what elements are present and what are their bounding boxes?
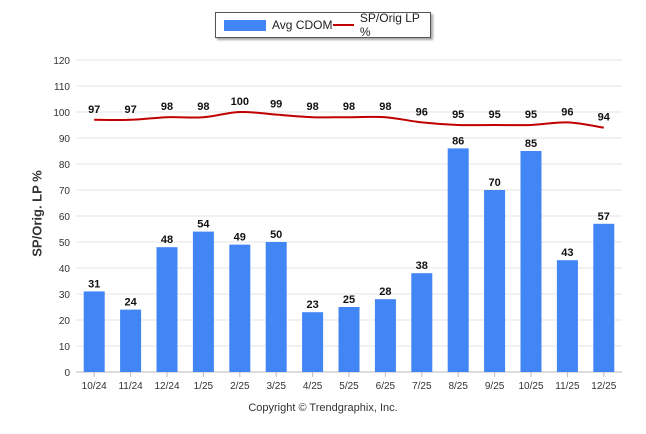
line-value-label: 95 [525, 109, 537, 121]
bar-value-label: 48 [161, 234, 173, 246]
y-tick-label: 120 [53, 56, 70, 67]
bar [120, 309, 142, 372]
y-axis-title: SP/Orig. LP % [29, 170, 45, 257]
bar-value-label: 49 [234, 232, 246, 244]
bar [229, 244, 251, 372]
line-value-label: 98 [343, 101, 355, 113]
x-tick-label: 1/25 [194, 381, 214, 392]
bar [265, 242, 287, 372]
y-tick-label: 60 [59, 212, 71, 223]
x-tick-label: 6/25 [376, 381, 396, 392]
bar [302, 312, 324, 372]
y-tick-label: 50 [59, 238, 71, 249]
x-tick-label: 7/25 [412, 381, 432, 392]
legend-item-avg-cdom[interactable]: Avg CDOM [224, 13, 332, 37]
y-tick-label: 30 [59, 290, 71, 301]
x-tick-label: 8/25 [448, 381, 468, 392]
line-value-label: 98 [306, 101, 318, 113]
y-tick-label: 10 [59, 342, 71, 353]
bar-value-label: 24 [124, 297, 137, 309]
y-tick-label: 100 [53, 108, 70, 119]
bar [374, 299, 396, 372]
y-tick-label: 110 [54, 82, 70, 93]
bar-value-label: 31 [88, 278, 100, 290]
bar-value-label: 70 [488, 177, 500, 189]
x-tick-label: 5/25 [339, 381, 359, 392]
bar-value-label: 23 [306, 299, 318, 311]
x-tick-label: 10/24 [82, 381, 107, 392]
y-tick-label: 70 [59, 186, 71, 197]
bar [192, 231, 214, 372]
bar-value-label: 25 [343, 294, 355, 306]
x-tick-label: 10/25 [518, 381, 543, 392]
y-tick-label: 0 [64, 368, 70, 379]
legend-bar-swatch [224, 19, 266, 31]
x-tick-label: 12/25 [591, 381, 616, 392]
bar [83, 291, 105, 372]
y-tick-label: 90 [59, 134, 71, 145]
bar [411, 273, 433, 372]
legend-item-sp-orig-lp[interactable]: SP/Orig LP % [333, 11, 430, 39]
line-value-label: 95 [488, 109, 500, 121]
line-value-label: 95 [452, 109, 464, 121]
x-tick-label: 9/25 [485, 381, 505, 392]
bar [556, 260, 578, 372]
bar-value-label: 86 [452, 135, 464, 147]
line-value-label: 98 [161, 101, 173, 113]
line-value-label: 100 [231, 96, 249, 108]
x-tick-label: 11/25 [555, 381, 580, 392]
legend-label-avg-cdom: Avg CDOM [272, 18, 333, 32]
bar [156, 247, 178, 372]
line-series-sp-orig-lp [94, 110, 604, 129]
legend: Avg CDOM SP/Orig LP % [215, 11, 431, 39]
bar-value-label: 50 [270, 229, 282, 241]
x-tick-label: 11/24 [118, 381, 143, 392]
x-tick-label: 2/25 [230, 381, 250, 392]
legend-label-sp-orig-lp: SP/Orig LP % [359, 11, 420, 39]
bar [338, 307, 360, 372]
legend-line-swatch [333, 24, 354, 26]
y-tick-label: 40 [59, 264, 71, 275]
bar-value-label: 43 [561, 247, 573, 259]
bar-value-label: 57 [598, 211, 610, 223]
bar-value-label: 54 [197, 219, 210, 231]
line-value-label: 98 [197, 101, 209, 113]
bar [447, 148, 469, 372]
y-tick-label: 20 [59, 316, 71, 327]
line-value-label: 96 [561, 106, 573, 118]
bar [520, 151, 542, 372]
bar-value-label: 38 [416, 260, 428, 272]
line-value-label: 96 [416, 106, 428, 118]
bar [593, 223, 615, 372]
bar-value-label: 28 [379, 286, 391, 298]
line-value-label: 99 [270, 99, 282, 111]
x-tick-label: 12/24 [154, 381, 179, 392]
copyright-text: Copyright © Trendgraphix, Inc. [248, 402, 398, 414]
y-tick-label: 80 [59, 160, 71, 171]
line-value-label: 98 [379, 101, 391, 113]
x-tick-label: 4/25 [303, 381, 323, 392]
line-value-label: 97 [88, 104, 100, 116]
line-value-label: 94 [598, 112, 611, 124]
x-tick-label: 3/25 [266, 381, 286, 392]
bar [484, 190, 506, 372]
line-value-label: 97 [124, 104, 136, 116]
bar-value-label: 85 [525, 138, 537, 150]
